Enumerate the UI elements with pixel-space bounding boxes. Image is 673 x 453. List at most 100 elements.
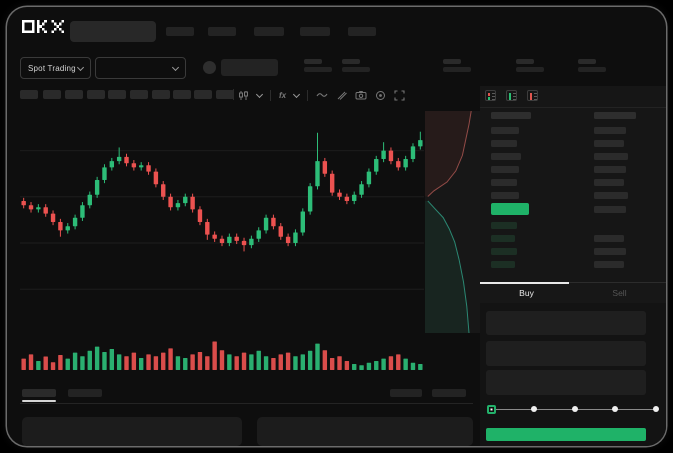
amount-slider[interactable] bbox=[487, 404, 659, 414]
volume-chart[interactable] bbox=[20, 337, 424, 370]
candle-style-icon[interactable] bbox=[238, 90, 249, 101]
toolbar-button-skeleton-1[interactable] bbox=[20, 90, 38, 99]
ask-row[interactable] bbox=[480, 179, 666, 188]
amount-skeleton bbox=[594, 261, 624, 268]
active-tab-underline bbox=[22, 400, 56, 402]
slider-stop-3[interactable] bbox=[612, 406, 619, 412]
pair-selector[interactable] bbox=[95, 57, 186, 79]
orders-action-1[interactable] bbox=[390, 389, 422, 397]
price-skeleton bbox=[491, 192, 519, 199]
amount-skeleton bbox=[594, 166, 626, 173]
price-input[interactable] bbox=[486, 311, 646, 335]
nav-item-skeleton-5[interactable] bbox=[348, 27, 376, 36]
buy-submit-button[interactable] bbox=[486, 428, 646, 441]
order-book-header-row[interactable] bbox=[480, 112, 666, 121]
toolbar-button-skeleton-5[interactable] bbox=[108, 90, 126, 99]
chevron-down-icon[interactable] bbox=[293, 90, 301, 98]
last-price-row[interactable] bbox=[480, 203, 666, 215]
fullscreen-icon[interactable] bbox=[394, 89, 405, 101]
toolbar-button-skeleton-3[interactable] bbox=[65, 90, 83, 99]
toolbar-button-skeleton-10[interactable] bbox=[216, 90, 234, 99]
price-skeleton bbox=[491, 261, 515, 268]
bid-row[interactable] bbox=[480, 235, 666, 244]
bid-row[interactable] bbox=[480, 261, 666, 270]
camera-icon[interactable] bbox=[355, 90, 367, 100]
price-skeleton bbox=[491, 222, 517, 229]
stat-value-skeleton-2 bbox=[342, 67, 370, 72]
amount-skeleton bbox=[594, 153, 628, 160]
candlestick-chart[interactable] bbox=[20, 111, 424, 333]
search-input[interactable] bbox=[70, 21, 156, 42]
amount-skeleton bbox=[594, 192, 628, 199]
toolbar-button-skeleton-6[interactable] bbox=[130, 90, 148, 99]
bid-row[interactable] bbox=[480, 222, 666, 231]
toolbar-button-skeleton-7[interactable] bbox=[152, 90, 170, 99]
pair-name-skeleton bbox=[221, 59, 278, 76]
book-asks-icon[interactable] bbox=[527, 90, 538, 101]
last-price-badge bbox=[491, 203, 529, 215]
price-skeleton bbox=[491, 235, 515, 242]
amount-skeleton bbox=[594, 248, 626, 255]
nav-item-skeleton-4[interactable] bbox=[300, 27, 330, 36]
slider-stop-1[interactable] bbox=[530, 406, 537, 412]
amount-skeleton bbox=[594, 127, 626, 134]
amount-input[interactable] bbox=[486, 341, 646, 366]
slider-handle[interactable] bbox=[487, 404, 496, 414]
line-tool-icon[interactable] bbox=[316, 90, 328, 100]
orders-panel-left bbox=[22, 417, 242, 446]
stat-label-skeleton-2 bbox=[342, 59, 360, 64]
stat-value-skeleton-1 bbox=[304, 67, 332, 72]
amount-skeleton bbox=[594, 140, 624, 147]
settings-icon[interactable] bbox=[375, 90, 386, 101]
indicators-fx-icon[interactable]: fx bbox=[279, 90, 287, 100]
tab-open-orders[interactable] bbox=[22, 389, 56, 397]
slider-stop-4[interactable] bbox=[653, 406, 659, 412]
stat-value-skeleton-4 bbox=[516, 67, 544, 72]
toolbar-button-skeleton-9[interactable] bbox=[194, 90, 212, 99]
stat-value-skeleton-5 bbox=[578, 67, 606, 72]
device-frame: Spot Trading fx bbox=[7, 7, 666, 446]
price-skeleton bbox=[491, 166, 519, 173]
market-type-selector[interactable]: Spot Trading bbox=[20, 57, 91, 79]
toolbar-button-skeleton-4[interactable] bbox=[87, 90, 105, 99]
book-both-icon[interactable] bbox=[485, 90, 496, 101]
ask-row[interactable] bbox=[480, 140, 666, 149]
tab-buy[interactable]: Buy bbox=[480, 282, 573, 303]
nav-item-skeleton-1[interactable] bbox=[166, 27, 194, 36]
ask-row[interactable] bbox=[480, 127, 666, 136]
price-skeleton bbox=[491, 140, 517, 147]
stat-value-skeleton-3 bbox=[443, 67, 471, 72]
chevron-down-icon[interactable] bbox=[255, 90, 264, 98]
toolbar-button-skeleton-2[interactable] bbox=[43, 90, 61, 99]
total-input[interactable] bbox=[486, 370, 646, 395]
depth-chart bbox=[425, 111, 480, 333]
slider-stop-2[interactable] bbox=[571, 406, 578, 412]
okx-logo bbox=[22, 20, 64, 33]
nav-item-skeleton-3[interactable] bbox=[254, 27, 284, 36]
amount-skeleton bbox=[594, 205, 626, 213]
orders-panel-right bbox=[257, 417, 473, 446]
ask-row[interactable] bbox=[480, 153, 666, 162]
stat-label-skeleton-1 bbox=[304, 59, 322, 64]
trade-side-tabs: Buy Sell bbox=[480, 282, 666, 303]
ruler-icon[interactable] bbox=[336, 90, 347, 101]
price-skeleton bbox=[491, 153, 521, 160]
orders-action-2[interactable] bbox=[432, 389, 466, 397]
tab-order-history[interactable] bbox=[68, 389, 102, 397]
chevron-down-icon bbox=[171, 63, 180, 71]
price-skeleton bbox=[491, 248, 517, 255]
amount-skeleton bbox=[594, 235, 624, 242]
ask-row[interactable] bbox=[480, 166, 666, 175]
tab-sell[interactable]: Sell bbox=[612, 288, 627, 298]
chart-tools: fx bbox=[238, 88, 405, 102]
ask-row[interactable] bbox=[480, 192, 666, 201]
chevron-down-icon bbox=[76, 63, 85, 71]
market-type-label: Spot Trading bbox=[28, 63, 76, 73]
toolbar-button-skeleton-8[interactable] bbox=[173, 90, 191, 99]
amount-skeleton bbox=[594, 112, 636, 119]
nav-item-skeleton-2[interactable] bbox=[208, 27, 236, 36]
bid-row[interactable] bbox=[480, 248, 666, 257]
order-book-panel: Buy Sell bbox=[480, 86, 666, 446]
price-skeleton bbox=[491, 179, 517, 186]
book-bids-icon[interactable] bbox=[506, 90, 517, 101]
